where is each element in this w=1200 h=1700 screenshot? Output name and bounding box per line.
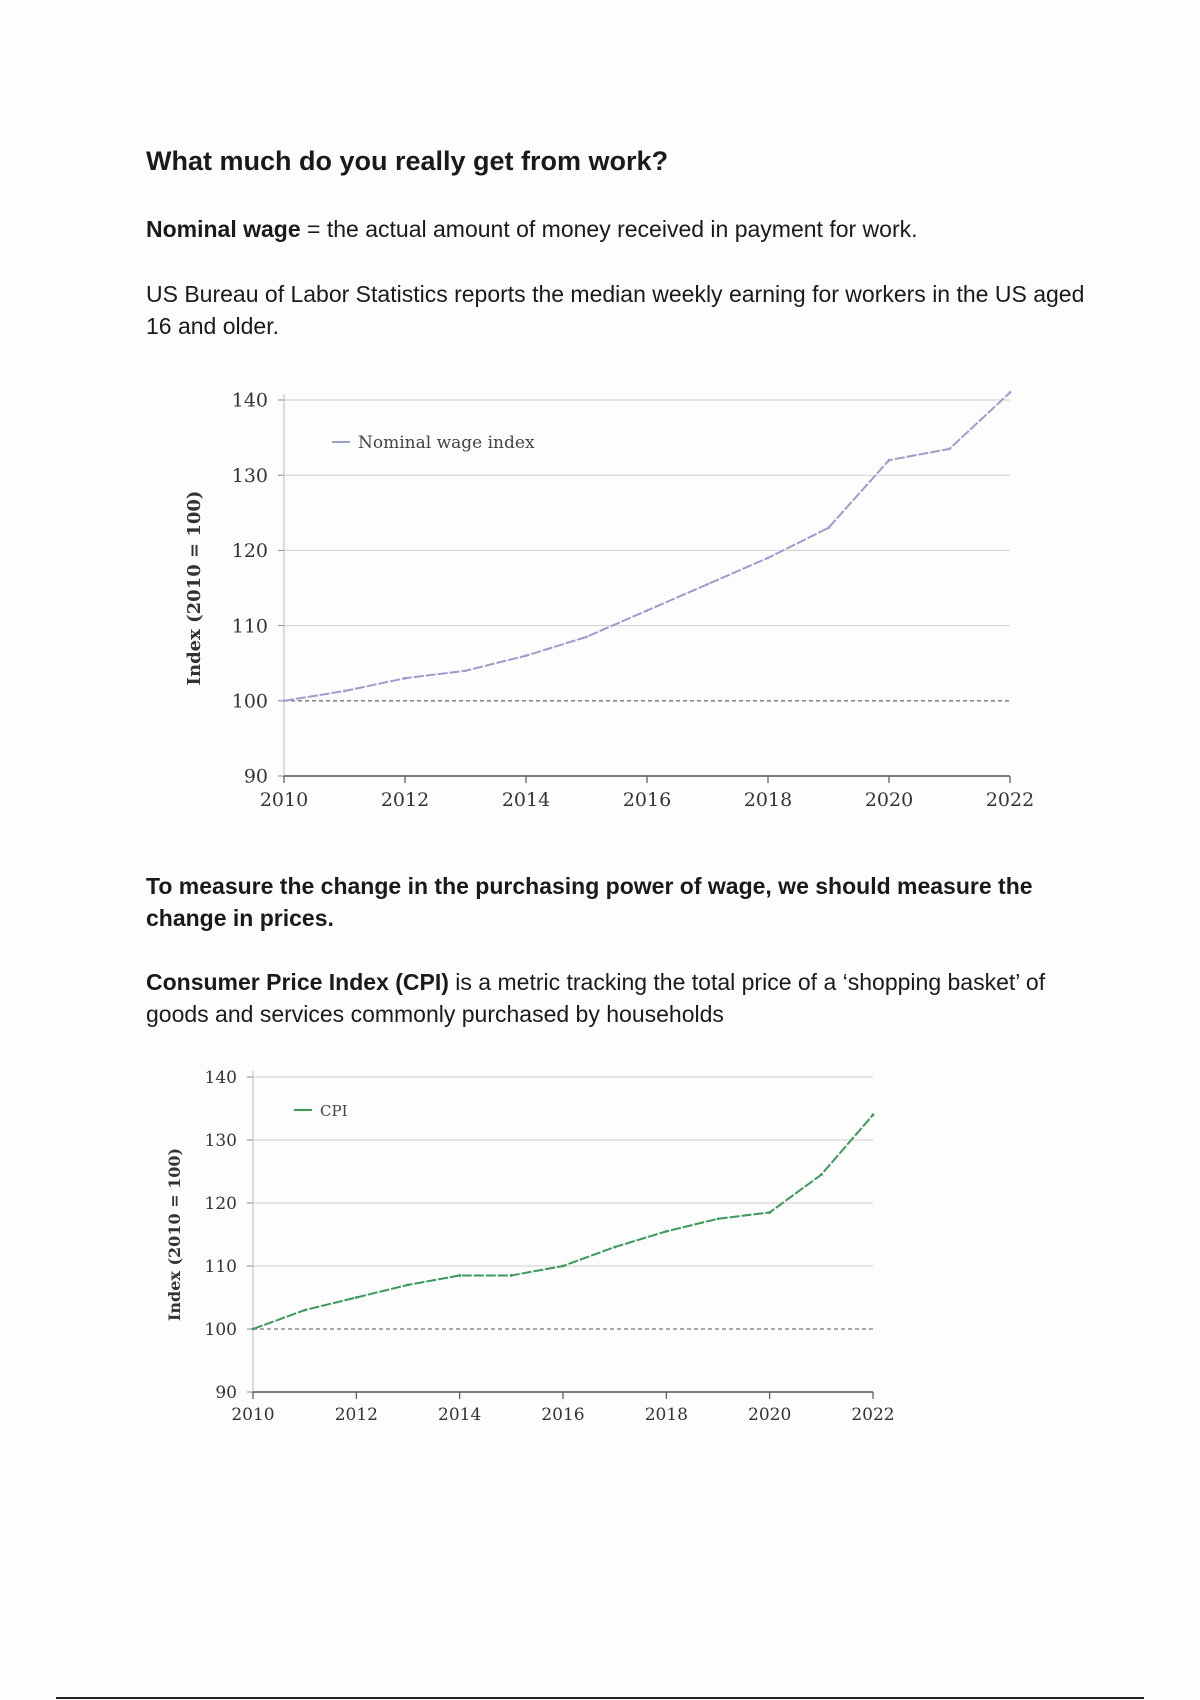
y-tick-label: 120 xyxy=(205,1194,237,1214)
data-point xyxy=(509,1274,513,1277)
bls-paragraph: US Bureau of Labor Statistics reports th… xyxy=(146,281,1085,339)
data-point xyxy=(406,1283,410,1287)
data-point xyxy=(766,556,770,560)
data-point xyxy=(251,1327,255,1331)
x-tick-label: 2014 xyxy=(502,789,550,811)
data-point xyxy=(664,1229,668,1233)
y-axis-title: Index (2010 = 100) xyxy=(165,1148,184,1321)
data-point xyxy=(282,699,286,703)
x-tick-label: 2020 xyxy=(748,1405,791,1425)
data-point xyxy=(458,1274,462,1277)
y-tick-label: 140 xyxy=(205,1068,237,1088)
data-point xyxy=(403,676,407,680)
x-tick-label: 2018 xyxy=(744,789,792,811)
legend-label: Nominal wage index xyxy=(358,433,535,453)
x-tick-label: 2010 xyxy=(231,1405,274,1425)
x-tick-label: 2010 xyxy=(260,789,308,811)
data-point xyxy=(948,447,951,451)
x-tick-label: 2014 xyxy=(438,1405,481,1425)
data-point xyxy=(585,635,588,639)
data-point xyxy=(524,654,528,658)
series-line xyxy=(252,1114,874,1330)
x-tick-label: 2018 xyxy=(645,1405,688,1425)
y-tick-label: 120 xyxy=(232,540,268,562)
cpi-chart: 90 100 110 120 130 140 2010 2012 2014 2016 2018 202… xyxy=(165,1068,895,1425)
data-point xyxy=(645,609,649,612)
y-tick-label: 100 xyxy=(205,1320,237,1340)
nominal-wage-definition: Nominal wage = the actual amount of mone… xyxy=(146,213,1086,245)
data-point xyxy=(716,1217,720,1221)
x-tick-label: 2020 xyxy=(865,789,913,811)
y-tick-label: 90 xyxy=(215,1383,237,1403)
nominal-wage-text: = the actual amount of money received in… xyxy=(300,216,918,242)
y-tick-label: 130 xyxy=(205,1131,237,1151)
nominal-wage-chart: 90 100 110 120 130 140 2010 2012 2014 2016 2018 202… xyxy=(184,390,1034,811)
x-tick-label: 2022 xyxy=(986,789,1034,811)
x-tick-label: 2012 xyxy=(335,1405,378,1425)
y-tick-label: 130 xyxy=(232,465,268,487)
data-point xyxy=(887,458,891,462)
x-tick-label: 2016 xyxy=(623,789,671,811)
data-point xyxy=(343,689,346,693)
legend-label: CPI xyxy=(320,1102,348,1120)
footer-rule xyxy=(56,1697,1144,1699)
data-point xyxy=(827,526,830,530)
purchasing-power-paragraph: To measure the change in the purchasing … xyxy=(146,873,1033,931)
data-point xyxy=(819,1173,823,1177)
data-point xyxy=(464,669,467,673)
data-point xyxy=(706,582,709,586)
y-tick-label: 140 xyxy=(232,390,268,412)
data-point xyxy=(1008,391,1012,394)
page-title: What much do you really get from work? xyxy=(146,146,669,176)
y-tick-label: 90 xyxy=(244,766,268,788)
cpi-term: Consumer Price Index (CPI) xyxy=(146,969,449,995)
data-point xyxy=(561,1264,565,1268)
cpi-definition: Consumer Price Index (CPI) is a metric t… xyxy=(146,966,1086,1030)
cpi-text: is a metric tracking the total price of … xyxy=(146,969,1046,1027)
y-tick-label: 110 xyxy=(205,1257,237,1277)
data-point xyxy=(303,1308,307,1312)
x-tick-label: 2022 xyxy=(851,1405,894,1425)
data-point xyxy=(613,1245,617,1249)
nominal-wage-term: Nominal wage xyxy=(146,216,301,242)
data-point xyxy=(354,1296,358,1299)
x-tick-label: 2012 xyxy=(381,789,429,811)
y-axis-title: Index (2010 = 100) xyxy=(184,491,205,686)
x-tick-label: 2016 xyxy=(541,1405,584,1425)
y-tick-label: 110 xyxy=(232,615,268,637)
y-tick-label: 100 xyxy=(232,690,268,712)
data-point xyxy=(871,1113,875,1117)
data-point xyxy=(768,1211,772,1214)
